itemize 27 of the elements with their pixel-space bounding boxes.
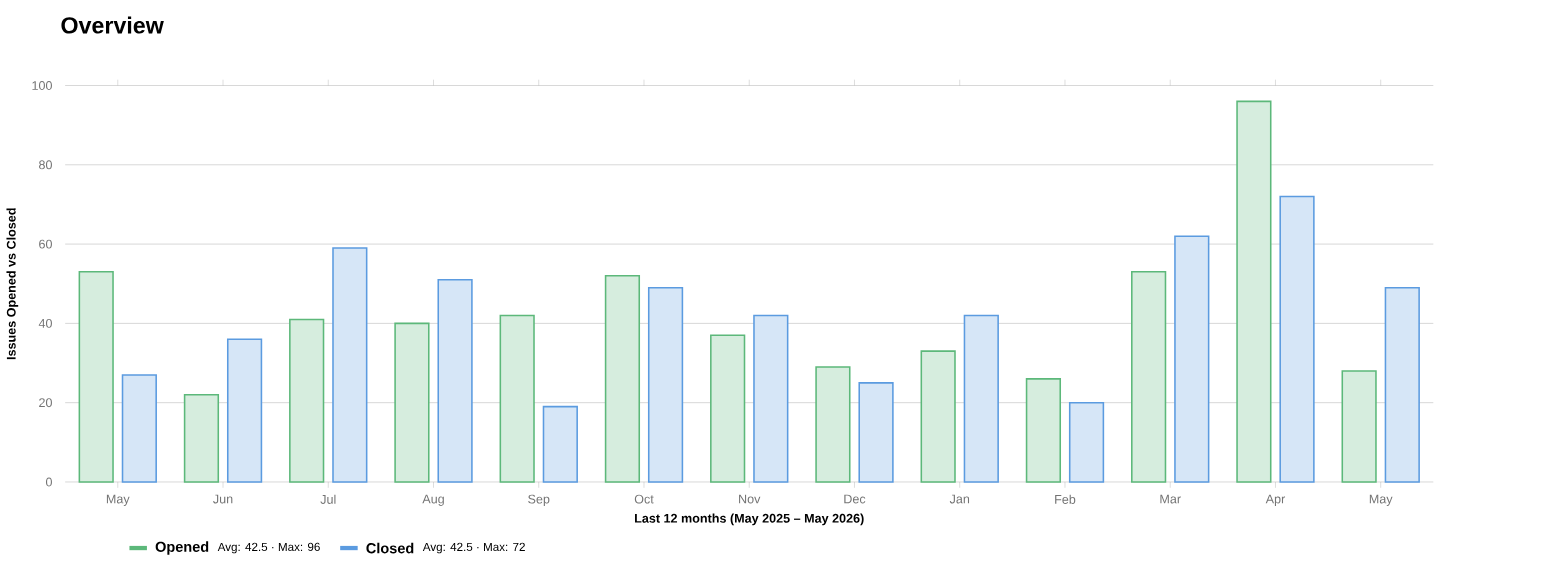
bar [332, 247, 368, 484]
bar [815, 366, 851, 484]
bar [394, 322, 430, 484]
bar [1384, 287, 1420, 484]
bar [1025, 378, 1062, 484]
bar [753, 315, 789, 484]
bar [1341, 370, 1377, 484]
bar [542, 406, 578, 484]
bar [499, 315, 535, 484]
bar [858, 382, 894, 484]
bar [1174, 235, 1210, 484]
bar [604, 275, 641, 484]
bar [1131, 271, 1167, 484]
bar [437, 279, 473, 484]
bar [647, 287, 684, 484]
bar [920, 350, 956, 484]
bar [963, 315, 999, 484]
bar [1068, 402, 1105, 484]
bar [183, 394, 220, 484]
chart-title: Overview [61, 16, 164, 34]
bar [710, 334, 746, 484]
bar [289, 319, 325, 484]
bar [226, 338, 263, 484]
bar [1236, 100, 1272, 484]
bar [78, 271, 114, 484]
bar [1279, 196, 1315, 484]
bar [121, 374, 157, 484]
